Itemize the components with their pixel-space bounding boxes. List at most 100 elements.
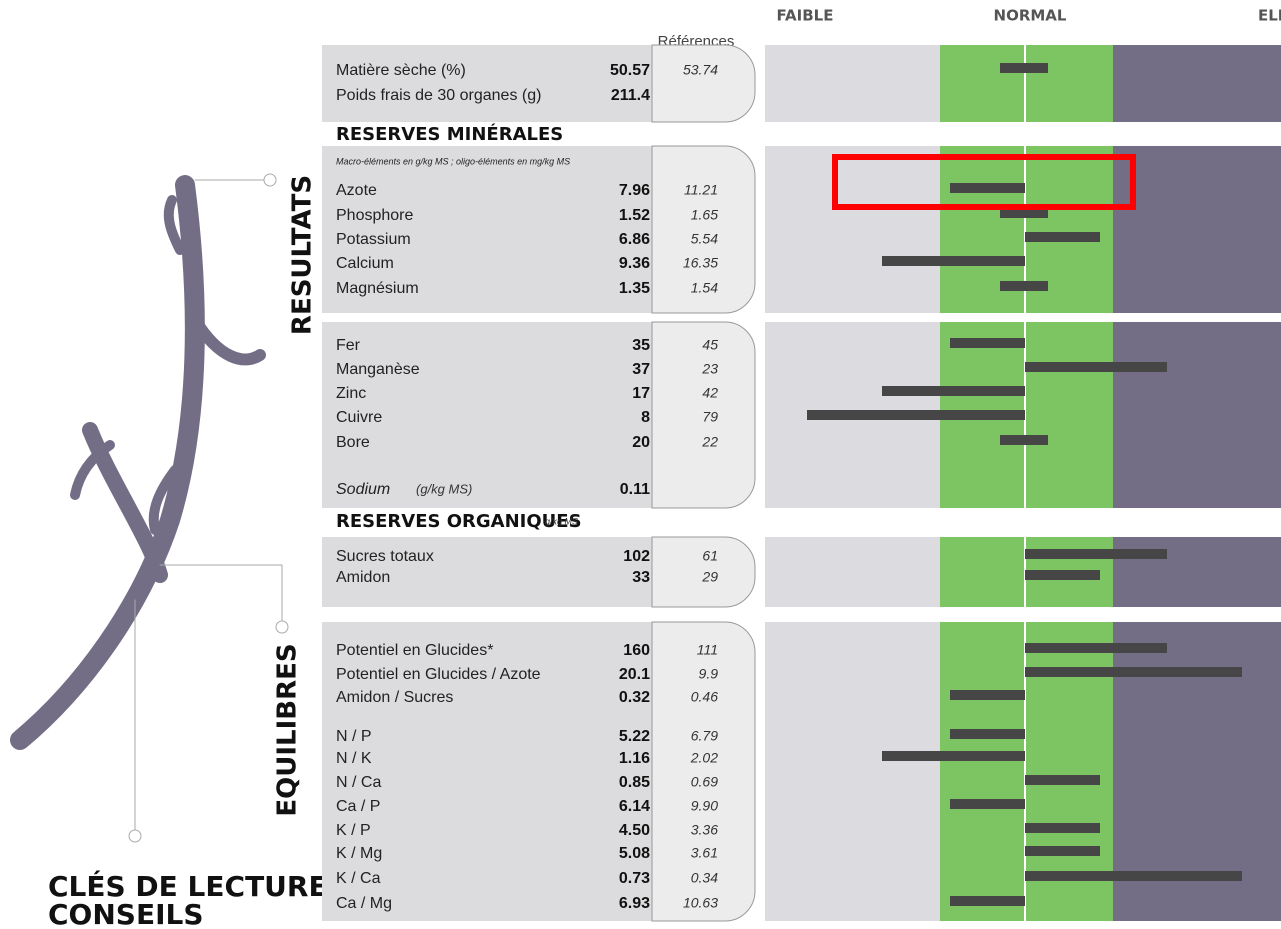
- row-label: Zinc: [336, 385, 366, 402]
- row-value: 0.73: [619, 870, 650, 887]
- row-value: 4.50: [619, 822, 650, 839]
- row-label: Bore: [336, 434, 370, 451]
- level-bar: [1000, 208, 1048, 218]
- row-value: 1.52: [619, 207, 650, 224]
- row-unit: (g/kg MS): [416, 481, 472, 496]
- row-label: Sucres totaux: [336, 548, 434, 565]
- zone-low: [765, 537, 940, 607]
- level-bar: [950, 183, 1025, 193]
- highlight: [832, 154, 1136, 210]
- row-label: Potassium: [336, 231, 411, 248]
- zone-low: [765, 622, 940, 921]
- level-bar: [1000, 281, 1048, 291]
- zone-normal: [940, 45, 1113, 122]
- row-value: 1.35: [619, 280, 650, 297]
- row-reference: 1.65: [691, 207, 718, 223]
- row-label: Amidon / Sucres: [336, 689, 453, 706]
- row-label: Ca / Mg: [336, 895, 392, 912]
- row-value: 102: [623, 548, 650, 565]
- row-value: 17: [632, 385, 650, 402]
- row-reference: 6.79: [691, 728, 718, 744]
- row-value: 5.08: [619, 845, 650, 862]
- row-label: Phosphore: [336, 207, 413, 224]
- row-value: 0.32: [619, 689, 650, 706]
- row-label: Poids frais de 30 organes (g): [336, 87, 541, 104]
- row-reference: 3.61: [691, 845, 718, 861]
- level-bar: [1025, 362, 1167, 372]
- row-label: Azote: [336, 182, 377, 199]
- row-reference: 42: [702, 385, 718, 401]
- zone-low: [765, 146, 940, 313]
- row-label: Magnésium: [336, 280, 419, 297]
- row-value: 0.11: [620, 481, 650, 498]
- row-reference: 23: [701, 361, 718, 377]
- section-box: [322, 322, 652, 508]
- side-label: EQUILIBRES: [273, 643, 303, 816]
- level-bar: [950, 690, 1025, 700]
- level-bar: [807, 410, 1025, 420]
- level-bar: [1025, 871, 1242, 881]
- row-value: 6.86: [619, 231, 650, 248]
- level-bar: [950, 896, 1025, 906]
- row-label: Fer: [336, 337, 361, 354]
- section-title: RESERVES ORGANIQUES: [336, 511, 582, 532]
- row-reference: 53.74: [683, 62, 718, 78]
- level-bar: [1025, 823, 1100, 833]
- row-reference: 16.35: [683, 255, 718, 271]
- level-bar: [950, 799, 1025, 809]
- row-label: Sodium: [336, 481, 390, 498]
- level-bar: [882, 386, 1025, 396]
- level-bar: [1025, 667, 1242, 677]
- row-value: 0.85: [619, 774, 650, 791]
- row-label: Cuivre: [336, 409, 382, 426]
- row-label: Matière sèche (%): [336, 62, 466, 79]
- row-label: Manganèse: [336, 361, 420, 378]
- row-value: 6.14: [619, 798, 650, 815]
- section-box: [322, 537, 652, 607]
- level-bar: [1025, 549, 1167, 559]
- row-reference: 5.54: [691, 231, 718, 247]
- zone-high: [1113, 146, 1281, 313]
- zone-high: [1113, 537, 1281, 607]
- level-bar: [882, 256, 1025, 266]
- scale-label: FAIBLE: [777, 7, 834, 25]
- row-reference: 22: [701, 434, 718, 450]
- row-reference: 2.02: [690, 750, 718, 766]
- reference-bubble: [651, 145, 756, 314]
- row-value: 6.93: [619, 895, 650, 912]
- row-reference: 9.9: [699, 666, 719, 682]
- row-value: 1.16: [619, 750, 650, 767]
- side-label: RESULTATS: [288, 175, 318, 335]
- row-reference: 45: [702, 337, 718, 353]
- side-label: CONSEILS: [48, 898, 204, 929]
- level-bar: [1025, 846, 1100, 856]
- row-value: 20: [632, 434, 650, 451]
- section-box: [322, 622, 652, 921]
- row-label: N / P: [336, 728, 372, 745]
- row-reference: 0.46: [691, 689, 718, 705]
- row-label: Amidon: [336, 569, 390, 586]
- level-bar: [950, 338, 1025, 348]
- row-value: 35: [632, 337, 650, 354]
- zone-high: [1113, 322, 1281, 508]
- level-bar: [1025, 232, 1100, 242]
- row-value: 160: [623, 642, 650, 659]
- section-note: Macro-éléments en g/kg MS ; oligo-élémen…: [336, 156, 570, 166]
- section-box: [322, 146, 652, 313]
- row-value: 20.1: [619, 666, 650, 683]
- level-bar: [1025, 643, 1167, 653]
- row-reference: 3.36: [691, 822, 718, 838]
- table: Matière sèche (%) 50.57 53.74 Poids frais d…: [322, 44, 1281, 922]
- side-label: CLÉS DE LECTURE: [48, 869, 328, 903]
- row-reference: 79: [702, 409, 718, 425]
- scale-label: NORMAL: [994, 7, 1067, 25]
- reference-bubble: [651, 321, 756, 509]
- row-value: 8: [641, 409, 650, 426]
- section-box: [322, 45, 652, 122]
- row-label: K / P: [336, 822, 371, 839]
- level-bar: [1025, 775, 1100, 785]
- row-label: Potentiel en Glucides / Azote: [336, 666, 541, 683]
- row-value: 211.4: [611, 87, 650, 104]
- row-value: 5.22: [619, 728, 650, 745]
- level-bar: [1025, 570, 1100, 580]
